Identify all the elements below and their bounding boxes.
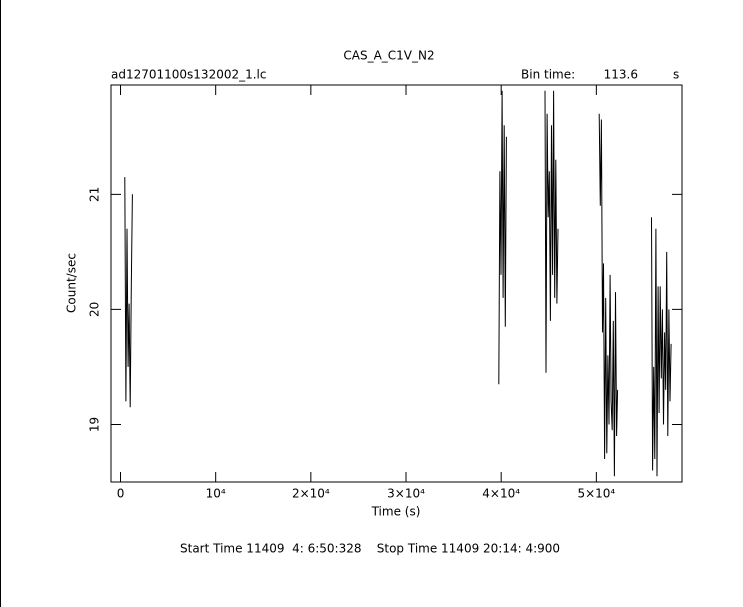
x-tick-label: 10⁴ <box>206 487 226 501</box>
y-tick-label: 19 <box>88 417 102 432</box>
data-line <box>124 90 672 477</box>
footer: Start Time 11409 4: 6:50:328 Stop Time 1… <box>180 542 560 556</box>
plot-frame <box>110 84 683 483</box>
x-tick-label: 0 <box>117 487 125 501</box>
bin-label: Bin time: <box>521 68 575 82</box>
chart-title: CAS_A_C1V_N2 <box>343 49 434 63</box>
y-tick-label: 20 <box>88 302 102 317</box>
x-tick-label: 5×10⁴ <box>577 487 615 501</box>
bin-unit: s <box>673 68 679 82</box>
x-tick-label: 4×10⁴ <box>482 487 520 501</box>
file-label: ad12701100s132002_1.lc <box>111 68 267 82</box>
x-tick-label: 2×10⁴ <box>292 487 330 501</box>
x-tick-label: 3×10⁴ <box>387 487 425 501</box>
y-tick-label: 21 <box>88 187 102 202</box>
bin-time: 113.6 <box>604 68 638 82</box>
y-axis-label: Count/sec <box>65 253 79 313</box>
x-axis-label: Time (s) <box>371 505 421 519</box>
